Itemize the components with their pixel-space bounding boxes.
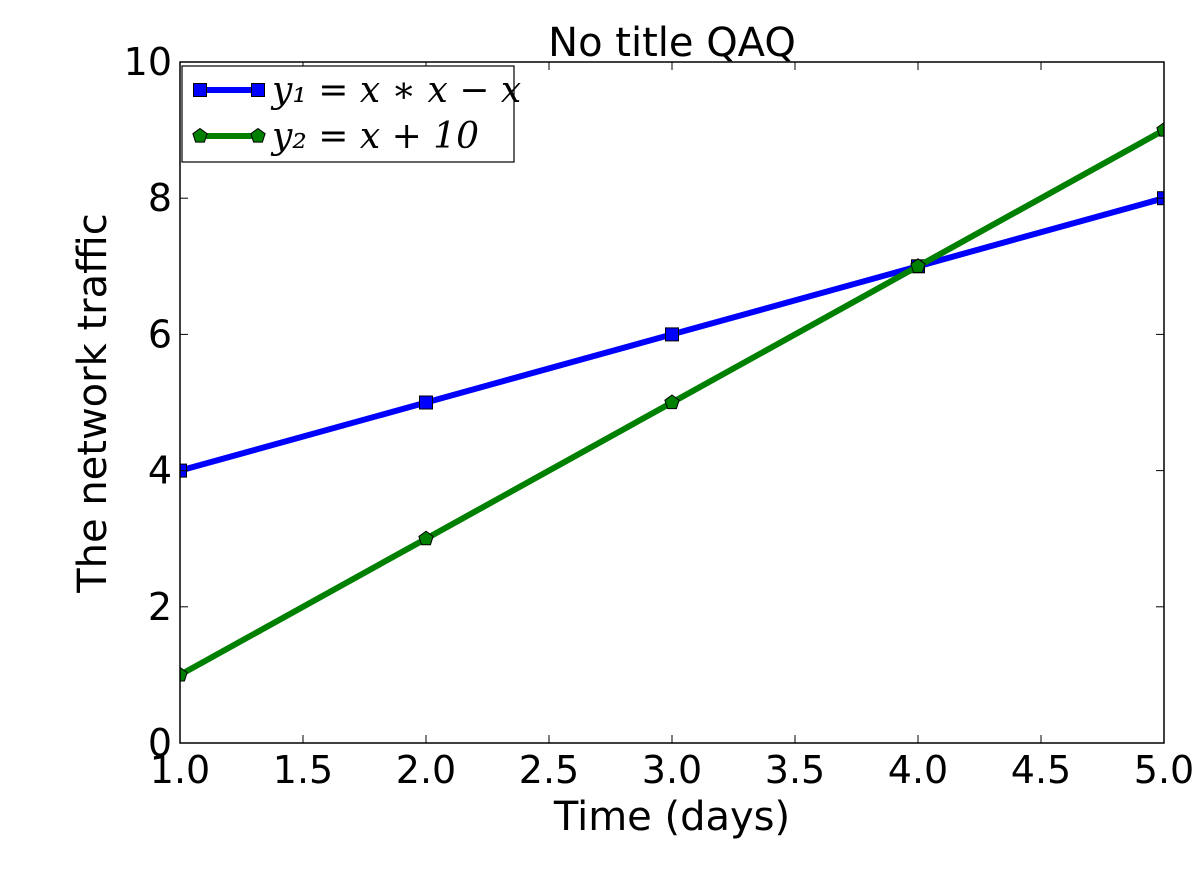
y-tick-label-3: 4 <box>148 449 172 493</box>
y-tick-label-4: 6 <box>148 312 172 356</box>
legend-marker-end-2 <box>250 127 266 143</box>
legend-marker-start-1 <box>193 83 207 97</box>
y-tick-label-5: 8 <box>148 176 172 220</box>
x-tick-label-4: 2.5 <box>519 748 579 792</box>
legend-marker-end-1 <box>251 83 265 97</box>
x-tick-label-6: 3.5 <box>765 748 825 792</box>
legend-marker-start-2 <box>192 127 208 143</box>
x-tick-label-2: 1.5 <box>273 748 333 792</box>
series-2-point-4 <box>910 258 926 273</box>
legend-entry-1: y₁ = x ∗ x − x <box>193 70 521 111</box>
y-tick-label-6: 10 <box>124 40 172 84</box>
x-tick-label-9: 5.0 <box>1134 748 1194 792</box>
series-2-point-5 <box>1156 121 1164 137</box>
x-tick-label-8: 4.5 <box>1011 748 1071 792</box>
series-2-point-2 <box>418 530 434 546</box>
y-tick-label-1: 0 <box>148 721 172 765</box>
series-1-point-2 <box>419 395 433 410</box>
chart-title: No title QAQ <box>548 20 796 66</box>
y-tick-label-2: 2 <box>148 585 172 629</box>
x-tick-label-5: 3.0 <box>642 748 702 792</box>
legend-box <box>181 65 515 163</box>
legend-entry-2: y₂ = x + 10 <box>192 116 479 157</box>
series-2-point-3 <box>664 394 680 410</box>
x-tick-label-3: 2.0 <box>396 748 456 792</box>
series-1-point-3 <box>665 327 679 342</box>
series-2-point-1 <box>180 666 188 682</box>
y-axis-label: The network traffic <box>70 213 116 594</box>
legend-label-2: y₂ = x + 10 <box>270 116 479 157</box>
ticks-layer: 1.0 1.5 2.0 2.5 3.0 3.5 4.0 4.5 5.0 0 2 4 6 8 10 <box>124 40 1195 792</box>
series-2 <box>180 121 1164 682</box>
x-axis-label: Time (days) <box>553 794 790 840</box>
legend-label-1: y₁ = x ∗ x − x <box>270 70 521 111</box>
legend: y₁ = x ∗ x − x y₂ = x + 10 <box>181 65 521 163</box>
x-tick-label-1: 1.0 <box>150 748 210 792</box>
x-tick-label-7: 4.0 <box>888 748 948 792</box>
